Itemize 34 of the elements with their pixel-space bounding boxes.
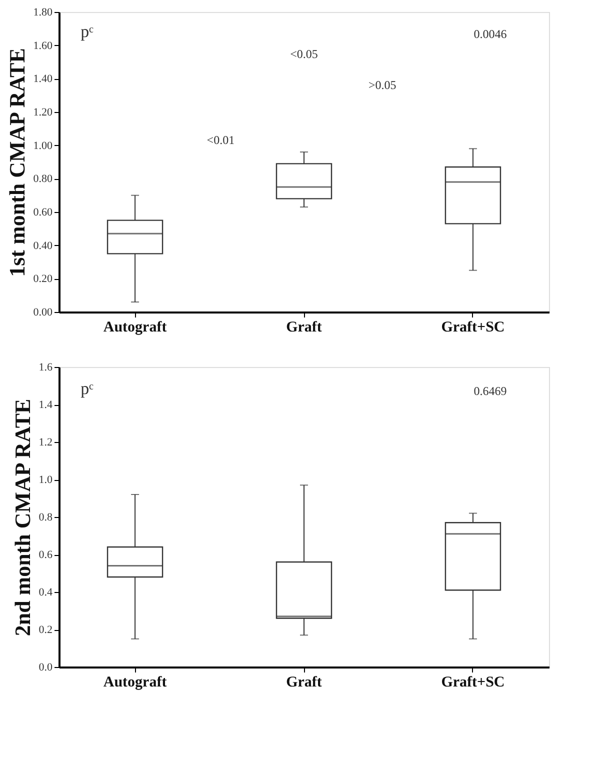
y-tick-label: 1.00 — [33, 140, 53, 152]
annotation: >0.05 — [368, 78, 396, 92]
y-tick-label: 1.6 — [38, 362, 53, 374]
y-tick-label: 1.80 — [33, 6, 53, 18]
annotation: pᶜ — [80, 379, 94, 398]
x-tick-label: Graft+SC — [441, 320, 505, 336]
x-tick-label: Autograft — [103, 674, 167, 690]
y-tick-label: 0.0 — [38, 662, 53, 674]
annotation: <0.01 — [206, 133, 235, 147]
y-tick-label: 1.2 — [38, 436, 52, 448]
y-tick-label: 0.80 — [33, 173, 53, 186]
y-axis-title: 1st month CMAP RATE — [4, 48, 30, 277]
x-tick-label: Graft+SC — [441, 674, 505, 690]
y-tick-label: 0.8 — [38, 512, 53, 524]
y-tick-label: 1.20 — [33, 106, 53, 118]
y-tick-label: 0.6 — [38, 549, 53, 561]
annotation: pᶜ — [80, 22, 94, 41]
y-tick-label: 0.2 — [38, 624, 52, 636]
y-tick-label: 0.40 — [33, 240, 53, 252]
y-axis-title: 2nd month CMAP RATE — [10, 398, 35, 636]
y-tick-label: 1.60 — [33, 40, 53, 52]
x-tick-label: Graft — [286, 674, 322, 690]
y-tick-label: 0.4 — [38, 586, 53, 598]
annotation: 0.6469 — [474, 384, 507, 398]
y-tick-label: 0.20 — [33, 273, 53, 286]
x-tick-label: Autograft — [103, 320, 167, 336]
annotation: 0.0046 — [474, 27, 507, 41]
y-tick-label: 1.4 — [38, 399, 53, 411]
y-tick-label: 0.60 — [33, 206, 53, 218]
x-tick-label: Graft — [286, 320, 322, 336]
y-tick-label: 0.00 — [33, 306, 53, 318]
y-tick-label: 1.40 — [33, 73, 53, 86]
y-tick-label: 1.0 — [38, 474, 53, 486]
annotation: <0.05 — [290, 47, 318, 61]
